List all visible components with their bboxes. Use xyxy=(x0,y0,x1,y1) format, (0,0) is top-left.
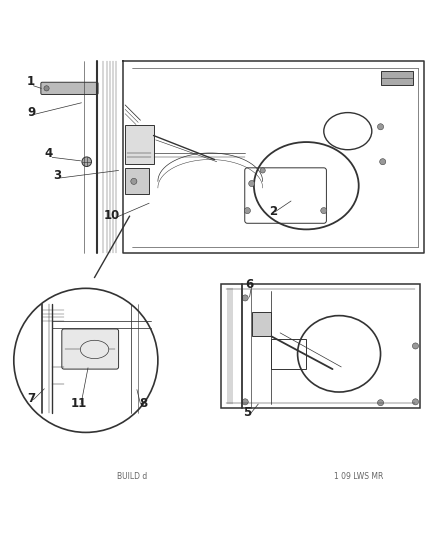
Text: 11: 11 xyxy=(71,397,87,410)
Text: 7: 7 xyxy=(27,392,35,405)
Bar xyxy=(272,338,306,369)
Text: 1 09 LWS MR: 1 09 LWS MR xyxy=(334,472,383,481)
Circle shape xyxy=(413,399,419,405)
Circle shape xyxy=(244,207,251,214)
Circle shape xyxy=(413,343,419,349)
FancyBboxPatch shape xyxy=(41,82,98,94)
Bar xyxy=(381,71,413,85)
Circle shape xyxy=(82,157,92,166)
Text: 8: 8 xyxy=(140,397,148,410)
Circle shape xyxy=(242,295,248,301)
Text: 2: 2 xyxy=(269,205,277,219)
Circle shape xyxy=(380,159,386,165)
Text: 10: 10 xyxy=(103,209,120,222)
Circle shape xyxy=(242,399,248,405)
Text: 3: 3 xyxy=(53,169,61,182)
Bar xyxy=(252,312,272,336)
Circle shape xyxy=(249,181,255,187)
FancyBboxPatch shape xyxy=(62,329,119,369)
Circle shape xyxy=(378,124,384,130)
Circle shape xyxy=(378,400,384,406)
Circle shape xyxy=(131,179,137,184)
Text: 4: 4 xyxy=(44,147,53,160)
Text: 6: 6 xyxy=(245,278,254,292)
Text: 1: 1 xyxy=(27,75,35,88)
Circle shape xyxy=(321,207,327,214)
Text: 9: 9 xyxy=(27,106,35,119)
Text: 5: 5 xyxy=(243,406,251,419)
Bar xyxy=(221,284,420,408)
Circle shape xyxy=(260,168,265,173)
Bar xyxy=(125,168,149,195)
Text: BUILD d: BUILD d xyxy=(117,472,147,481)
Circle shape xyxy=(44,86,49,91)
Bar xyxy=(125,125,153,164)
